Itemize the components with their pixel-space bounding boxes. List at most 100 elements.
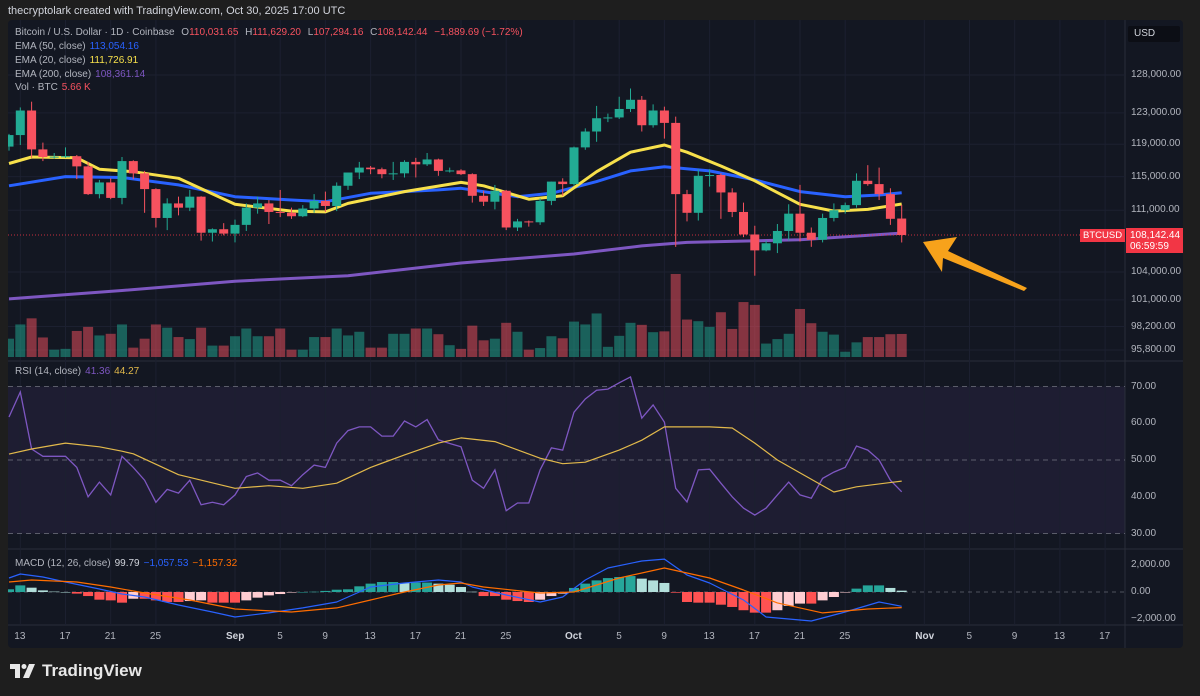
candle[interactable] <box>72 155 82 180</box>
candle[interactable] <box>162 198 172 231</box>
candle[interactable] <box>128 160 138 180</box>
candle[interactable] <box>772 224 782 254</box>
volume-bar <box>569 321 579 357</box>
candle[interactable] <box>106 178 116 200</box>
candle[interactable] <box>27 101 37 158</box>
candle[interactable] <box>682 189 692 222</box>
candle[interactable] <box>264 200 274 225</box>
candle[interactable] <box>83 161 93 195</box>
candle[interactable] <box>806 227 816 247</box>
candle[interactable] <box>366 165 376 175</box>
candle[interactable] <box>241 203 251 231</box>
candle[interactable] <box>479 190 489 206</box>
candle[interactable] <box>727 188 737 218</box>
currency-button[interactable]: USD <box>1128 26 1180 42</box>
ema200-legend[interactable]: EMA (200, close) 108,361.14 <box>15 69 149 80</box>
candle[interactable] <box>467 173 477 203</box>
candle[interactable] <box>230 219 240 243</box>
candle[interactable] <box>818 213 828 243</box>
candle[interactable] <box>874 167 884 201</box>
candle[interactable] <box>343 172 353 190</box>
candle[interactable] <box>196 196 206 241</box>
ema50-legend[interactable]: EMA (50, close) 113,054.16 <box>15 41 143 52</box>
rsi-legend[interactable]: RSI (14, close) 41.36 44.27 <box>15 366 143 377</box>
candle[interactable] <box>433 158 443 176</box>
ema20-legend[interactable]: EMA (20, close) 111,726.91 <box>15 55 142 66</box>
candle[interactable] <box>49 153 59 159</box>
date-tick-label: 9 <box>1011 631 1018 642</box>
candle[interactable] <box>603 113 613 123</box>
candle[interactable] <box>852 173 861 208</box>
candle[interactable] <box>411 157 421 178</box>
candle-body <box>207 229 217 233</box>
candle[interactable] <box>592 105 602 142</box>
candle[interactable] <box>287 207 296 219</box>
candle[interactable] <box>885 188 895 225</box>
candle[interactable] <box>94 179 104 199</box>
macd-histogram-bar <box>761 592 772 613</box>
candle[interactable] <box>332 182 342 212</box>
candle[interactable] <box>546 181 556 206</box>
candle[interactable] <box>524 220 534 227</box>
candle[interactable] <box>897 204 907 243</box>
candle[interactable] <box>151 188 161 228</box>
candle[interactable] <box>174 196 183 216</box>
candle[interactable] <box>863 165 873 186</box>
candle[interactable] <box>569 146 579 186</box>
candle[interactable] <box>501 189 511 231</box>
candle[interactable] <box>354 161 364 180</box>
candle[interactable] <box>275 189 285 218</box>
candle[interactable] <box>207 228 217 242</box>
candle[interactable] <box>320 191 330 212</box>
candle[interactable] <box>761 240 771 252</box>
candle-body <box>27 110 37 150</box>
candle[interactable] <box>185 189 195 212</box>
candle[interactable] <box>750 225 760 276</box>
candle[interactable] <box>659 106 669 139</box>
candle[interactable] <box>648 104 658 128</box>
candle[interactable] <box>716 173 726 219</box>
candle[interactable] <box>219 223 229 236</box>
candle[interactable] <box>626 88 635 113</box>
tradingview-logo[interactable]: TradingView <box>10 661 142 681</box>
candle[interactable] <box>38 142 48 162</box>
volume-legend[interactable]: Vol · BTC 5.66 K <box>15 82 95 93</box>
candle[interactable] <box>795 184 805 242</box>
candle[interactable] <box>693 169 703 221</box>
candle[interactable] <box>422 153 432 166</box>
macd-line-value: −1,057.53 <box>143 558 189 569</box>
candle[interactable] <box>829 203 839 222</box>
macd-histogram-bar <box>523 592 534 602</box>
candle[interactable] <box>61 147 70 158</box>
candle[interactable] <box>117 157 127 205</box>
candle[interactable] <box>5 133 14 151</box>
candle[interactable] <box>388 161 398 180</box>
candle[interactable] <box>535 198 545 225</box>
candle[interactable] <box>309 194 319 213</box>
candle-body <box>490 190 500 202</box>
candle[interactable] <box>840 202 850 214</box>
candle[interactable] <box>456 169 466 175</box>
candle[interactable] <box>739 202 748 238</box>
candle[interactable] <box>637 95 647 132</box>
candle[interactable] <box>140 170 150 213</box>
candle[interactable] <box>377 167 387 179</box>
candle[interactable] <box>784 204 794 241</box>
candle[interactable] <box>15 107 25 145</box>
candle[interactable] <box>253 196 263 214</box>
candle[interactable] <box>580 128 590 150</box>
symbol-title[interactable]: Bitcoin / U.S. Dollar · 1D · Coinbase <box>15 27 175 38</box>
candle[interactable] <box>513 218 522 231</box>
macd-legend[interactable]: MACD (12, 26, close) 99.79 −1,057.53 −1,157… <box>15 558 241 569</box>
candle[interactable] <box>558 178 568 196</box>
candle[interactable] <box>705 169 715 187</box>
candle[interactable] <box>614 96 624 120</box>
macd-histogram-bar <box>659 582 670 592</box>
candle[interactable] <box>445 167 455 173</box>
volume-bar <box>478 340 489 357</box>
candle[interactable] <box>490 184 500 210</box>
candle[interactable] <box>400 160 409 178</box>
candle[interactable] <box>671 116 681 247</box>
candle[interactable] <box>298 205 308 218</box>
